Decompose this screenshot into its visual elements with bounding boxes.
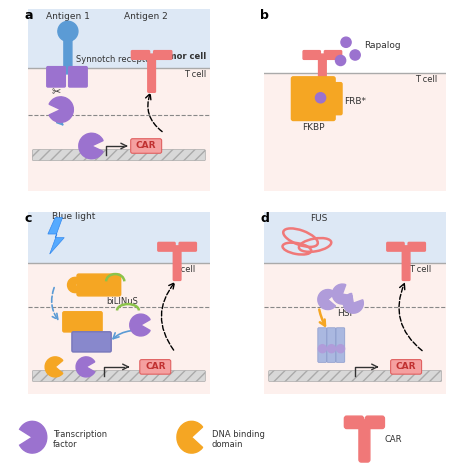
FancyBboxPatch shape <box>28 9 210 68</box>
FancyBboxPatch shape <box>173 246 181 281</box>
Circle shape <box>337 345 345 353</box>
FancyBboxPatch shape <box>359 420 370 462</box>
Text: FKBP: FKBP <box>302 123 325 132</box>
Wedge shape <box>79 133 103 159</box>
FancyBboxPatch shape <box>387 242 404 251</box>
FancyBboxPatch shape <box>345 416 364 428</box>
FancyBboxPatch shape <box>47 67 65 87</box>
FancyBboxPatch shape <box>69 67 87 87</box>
Text: FRB*: FRB* <box>344 97 366 106</box>
Text: CIB1: CIB1 <box>72 318 93 327</box>
FancyBboxPatch shape <box>148 54 155 92</box>
Wedge shape <box>49 97 73 122</box>
Text: T cell: T cell <box>184 70 206 79</box>
Text: Antigen 2: Antigen 2 <box>124 11 168 20</box>
FancyBboxPatch shape <box>264 73 446 191</box>
Circle shape <box>319 345 327 353</box>
FancyBboxPatch shape <box>327 328 336 362</box>
FancyBboxPatch shape <box>264 212 446 263</box>
FancyBboxPatch shape <box>391 360 421 374</box>
FancyBboxPatch shape <box>316 82 342 115</box>
FancyBboxPatch shape <box>72 332 111 352</box>
Text: CAR: CAR <box>385 435 402 444</box>
FancyBboxPatch shape <box>154 51 172 59</box>
FancyBboxPatch shape <box>131 139 162 153</box>
Text: T cell: T cell <box>415 75 437 84</box>
FancyBboxPatch shape <box>292 77 335 120</box>
FancyBboxPatch shape <box>264 263 446 394</box>
Text: biLINuS: biLINuS <box>107 297 138 306</box>
FancyBboxPatch shape <box>28 263 210 394</box>
Text: Blue light: Blue light <box>52 212 95 221</box>
FancyBboxPatch shape <box>365 416 384 428</box>
Text: HSF: HSF <box>337 309 355 318</box>
Wedge shape <box>343 293 364 313</box>
Circle shape <box>316 92 326 103</box>
Text: CAR: CAR <box>396 363 416 372</box>
FancyBboxPatch shape <box>318 328 327 362</box>
Text: d: d <box>261 212 269 225</box>
FancyBboxPatch shape <box>324 51 342 59</box>
FancyBboxPatch shape <box>336 328 345 362</box>
Text: b: b <box>261 9 269 22</box>
Text: T cell: T cell <box>410 265 432 274</box>
FancyBboxPatch shape <box>303 51 320 59</box>
Wedge shape <box>76 357 95 377</box>
Wedge shape <box>177 421 203 453</box>
Text: Synnotch receptor: Synnotch receptor <box>76 55 154 64</box>
FancyBboxPatch shape <box>131 51 150 59</box>
FancyBboxPatch shape <box>179 242 196 251</box>
Text: Rapalog: Rapalog <box>364 41 401 50</box>
Text: a: a <box>24 9 33 22</box>
Circle shape <box>341 37 351 47</box>
Text: Tumor cell: Tumor cell <box>157 52 206 61</box>
Text: CRY2: CRY2 <box>80 337 103 346</box>
Text: Transcription
factor: Transcription factor <box>53 430 107 449</box>
Text: Antigen 1: Antigen 1 <box>46 11 90 20</box>
FancyBboxPatch shape <box>140 360 171 374</box>
Wedge shape <box>19 421 47 453</box>
Text: CAR: CAR <box>136 142 156 150</box>
FancyBboxPatch shape <box>158 242 175 251</box>
Wedge shape <box>318 290 336 310</box>
Circle shape <box>336 55 346 65</box>
FancyBboxPatch shape <box>63 312 102 332</box>
Wedge shape <box>45 357 63 377</box>
FancyBboxPatch shape <box>32 150 205 161</box>
FancyBboxPatch shape <box>408 242 425 251</box>
FancyBboxPatch shape <box>77 274 121 296</box>
Wedge shape <box>130 314 150 336</box>
Wedge shape <box>332 284 352 304</box>
FancyBboxPatch shape <box>319 54 326 119</box>
Text: ✂: ✂ <box>52 87 61 97</box>
FancyBboxPatch shape <box>28 68 210 191</box>
FancyBboxPatch shape <box>28 212 210 263</box>
Polygon shape <box>48 218 64 254</box>
Text: c: c <box>24 212 32 225</box>
Circle shape <box>328 345 336 353</box>
Circle shape <box>350 50 360 60</box>
FancyBboxPatch shape <box>32 371 205 382</box>
Wedge shape <box>67 277 80 292</box>
Text: CAR: CAR <box>145 363 165 372</box>
FancyBboxPatch shape <box>402 246 410 281</box>
Text: FUS: FUS <box>310 214 328 223</box>
Circle shape <box>58 21 78 41</box>
FancyBboxPatch shape <box>269 371 442 382</box>
FancyBboxPatch shape <box>64 31 72 74</box>
Text: T cell: T cell <box>173 265 195 274</box>
Text: DNA binding
domain: DNA binding domain <box>212 430 265 449</box>
